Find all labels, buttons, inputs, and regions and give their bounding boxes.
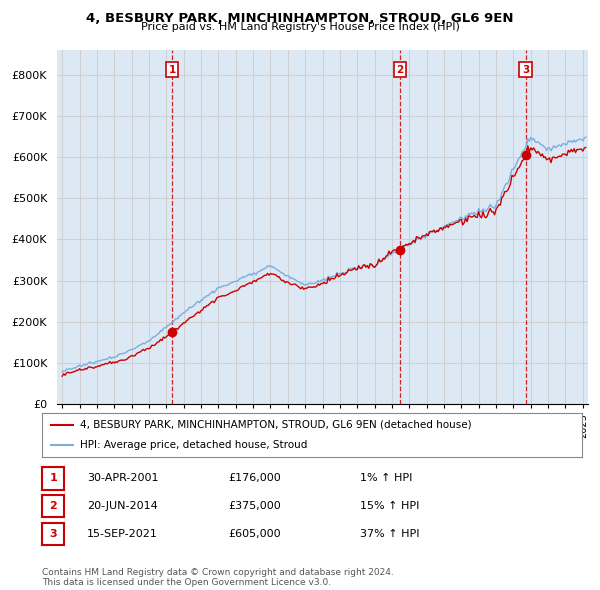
Text: 15-SEP-2021: 15-SEP-2021 [87, 529, 158, 539]
Text: 4, BESBURY PARK, MINCHINHAMPTON, STROUD, GL6 9EN: 4, BESBURY PARK, MINCHINHAMPTON, STROUD,… [86, 12, 514, 25]
Text: 37% ↑ HPI: 37% ↑ HPI [360, 529, 419, 539]
Text: 3: 3 [522, 65, 529, 74]
Text: 20-JUN-2014: 20-JUN-2014 [87, 502, 158, 511]
Text: 2: 2 [49, 502, 57, 511]
Text: HPI: Average price, detached house, Stroud: HPI: Average price, detached house, Stro… [80, 440, 307, 450]
Text: Price paid vs. HM Land Registry's House Price Index (HPI): Price paid vs. HM Land Registry's House … [140, 22, 460, 32]
Text: 3: 3 [49, 529, 57, 539]
Text: 15% ↑ HPI: 15% ↑ HPI [360, 502, 419, 511]
Text: 30-APR-2001: 30-APR-2001 [87, 474, 158, 483]
Text: Contains HM Land Registry data © Crown copyright and database right 2024.
This d: Contains HM Land Registry data © Crown c… [42, 568, 394, 587]
Text: 1: 1 [169, 65, 176, 74]
Text: £176,000: £176,000 [228, 474, 281, 483]
Text: 1: 1 [49, 474, 57, 483]
Text: 2: 2 [397, 65, 404, 74]
Text: 1% ↑ HPI: 1% ↑ HPI [360, 474, 412, 483]
Text: 4, BESBURY PARK, MINCHINHAMPTON, STROUD, GL6 9EN (detached house): 4, BESBURY PARK, MINCHINHAMPTON, STROUD,… [80, 420, 472, 430]
Text: £375,000: £375,000 [228, 502, 281, 511]
Text: £605,000: £605,000 [228, 529, 281, 539]
